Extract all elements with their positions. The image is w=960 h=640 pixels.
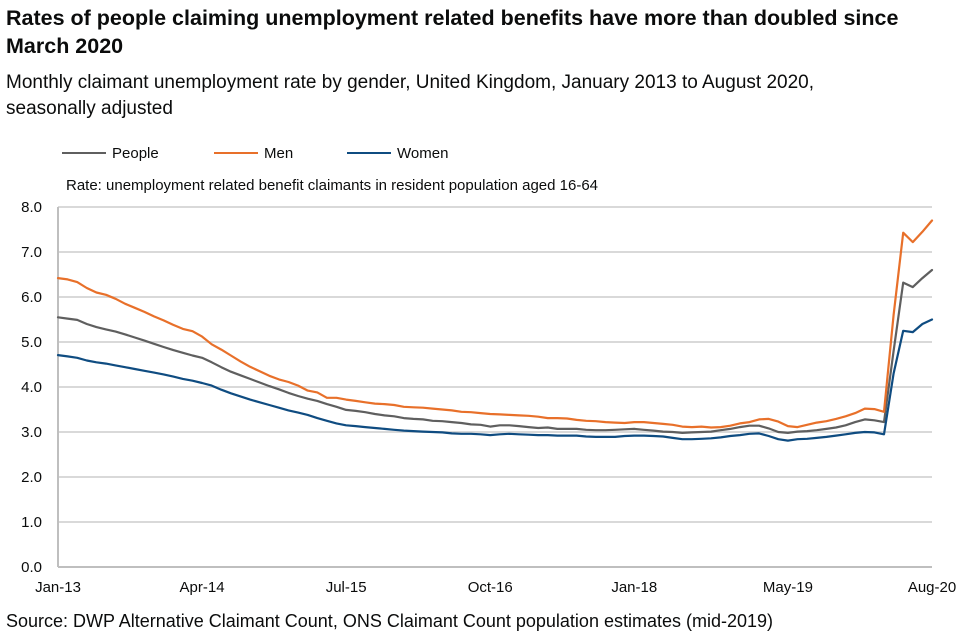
y-tick-label: 3.0 [21, 424, 42, 441]
series-line-people [56, 268, 934, 434]
legend-item-women: Women [347, 142, 448, 164]
legend-label-women: Women [397, 144, 449, 162]
legend-label-men: Men [264, 144, 294, 162]
y-axis-ticks: 0.0 1.0 2.0 3.0 4.0 5.0 6.0 7.0 8.0 [21, 199, 42, 576]
y-tick-label: 2.0 [21, 469, 42, 486]
y-tick-label: 7.0 [21, 244, 42, 261]
series-line-women [56, 318, 934, 442]
series-line-men [56, 219, 934, 429]
legend-swatch-men [214, 152, 258, 154]
series-lines [56, 219, 934, 442]
x-tick-label: Jan-18 [611, 579, 657, 596]
y-tick-label: 8.0 [21, 199, 42, 216]
y-tick-label: 1.0 [21, 514, 42, 531]
y-tick-label: 4.0 [21, 379, 42, 396]
y-axis-title: Rate: unemployment related benefit claim… [66, 177, 599, 194]
chart-title: Rates of people claiming unemployment re… [6, 6, 899, 58]
source-note: Source: DWP Alternative Claimant Count, … [6, 611, 774, 631]
legend-swatch-people [62, 152, 106, 154]
x-tick-label: Jan-13 [35, 579, 81, 596]
y-tick-label: 6.0 [21, 289, 42, 306]
x-tick-label: Apr-14 [180, 579, 225, 596]
x-tick-label: Jul-15 [326, 579, 367, 596]
x-tick-label: Aug-20 [908, 579, 956, 596]
chart-subtitle: Monthly claimant unemployment rate by ge… [6, 72, 814, 119]
legend-swatch-women [347, 152, 391, 154]
x-tick-label: Oct-16 [468, 579, 513, 596]
legend-label-people: People [112, 144, 159, 162]
y-tick-label: 5.0 [21, 334, 42, 351]
x-axis-ticks: Jan-13 Apr-14 Jul-15 Oct-16 Jan-18 May-19 Aug-… [35, 579, 956, 596]
x-tick-label: May-19 [763, 579, 813, 596]
gridlines [58, 206, 932, 523]
y-tick-label: 0.0 [21, 559, 42, 576]
legend-item-people: People [62, 142, 159, 164]
legend-item-men: Men [214, 142, 293, 164]
